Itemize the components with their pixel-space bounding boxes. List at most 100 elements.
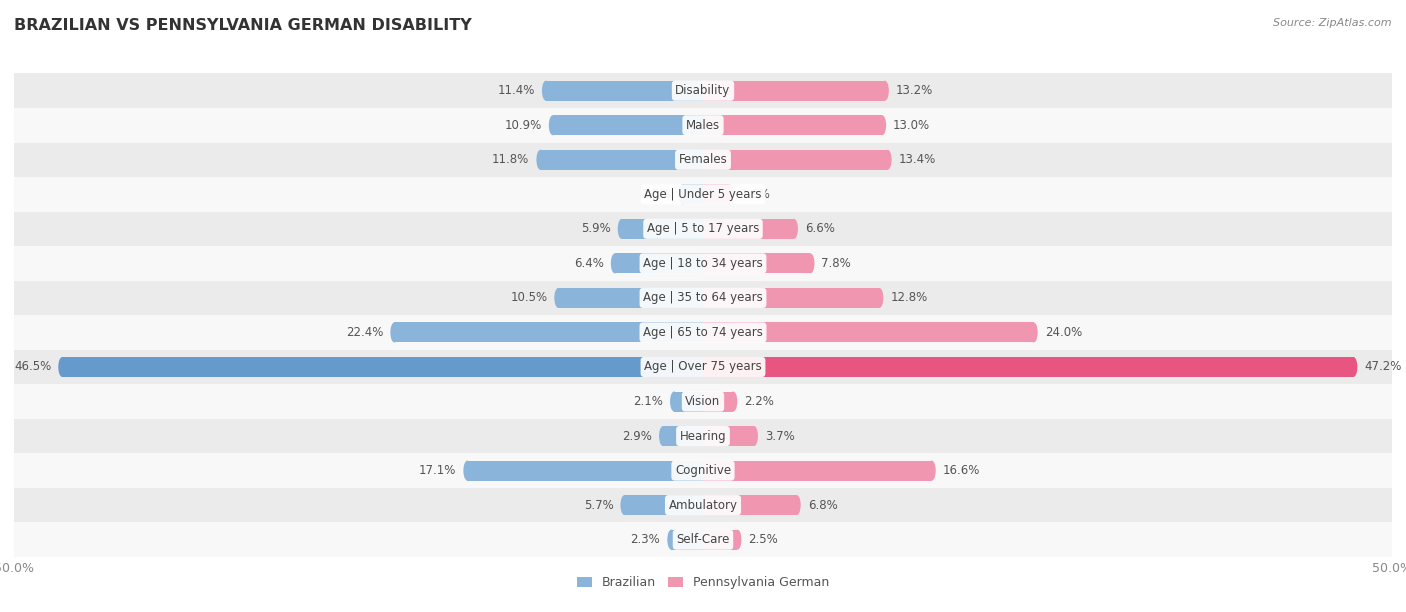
Bar [14,143,1392,177]
Text: 6.8%: 6.8% [807,499,838,512]
Text: Self-Care: Self-Care [676,533,730,546]
Circle shape [790,219,799,239]
Text: 13.4%: 13.4% [898,153,936,166]
Bar [14,315,1392,349]
Text: 24.0%: 24.0% [1045,326,1083,339]
Text: Age | Over 75 years: Age | Over 75 years [644,360,762,373]
Bar [682,184,703,204]
Text: 2.5%: 2.5% [748,533,778,546]
Circle shape [734,529,741,550]
Circle shape [749,426,758,446]
Circle shape [620,495,628,515]
Text: Males: Males [686,119,720,132]
Circle shape [464,461,471,480]
Text: 1.9%: 1.9% [740,188,770,201]
Bar [546,81,703,101]
Circle shape [391,323,398,343]
Bar [14,73,1392,108]
Bar [614,253,703,274]
Bar [703,253,810,274]
Bar [624,495,703,515]
Text: Hearing: Hearing [679,430,727,442]
Bar [703,461,932,480]
Bar [394,323,703,343]
Text: BRAZILIAN VS PENNSYLVANIA GERMAN DISABILITY: BRAZILIAN VS PENNSYLVANIA GERMAN DISABIL… [14,18,472,34]
Bar [703,357,1354,377]
Circle shape [548,115,557,135]
Text: 13.0%: 13.0% [893,119,931,132]
Circle shape [883,150,891,170]
Bar [14,281,1392,315]
Text: 11.8%: 11.8% [492,153,530,166]
Text: 1.5%: 1.5% [641,188,671,201]
Text: 2.1%: 2.1% [633,395,664,408]
Text: 5.9%: 5.9% [581,222,610,236]
Circle shape [793,495,800,515]
Bar [703,323,1033,343]
Bar [703,81,884,101]
Legend: Brazilian, Pennsylvania German: Brazilian, Pennsylvania German [572,571,834,594]
Bar [558,288,703,308]
Text: 5.7%: 5.7% [583,499,613,512]
Bar [14,488,1392,523]
Bar [703,115,882,135]
Bar [703,150,887,170]
Circle shape [730,392,737,411]
Text: 7.8%: 7.8% [821,257,851,270]
Bar [621,219,703,239]
Text: Disability: Disability [675,84,731,97]
Circle shape [879,115,886,135]
Bar [703,288,879,308]
Bar [703,219,794,239]
Circle shape [807,253,814,274]
Text: 3.7%: 3.7% [765,430,794,442]
Bar [703,495,797,515]
Bar [14,384,1392,419]
Text: 2.2%: 2.2% [744,395,775,408]
Text: Age | Under 5 years: Age | Under 5 years [644,188,762,201]
Text: 47.2%: 47.2% [1364,360,1402,373]
Circle shape [610,253,619,274]
Text: Age | 65 to 74 years: Age | 65 to 74 years [643,326,763,339]
Bar [540,150,703,170]
Circle shape [882,81,889,101]
Bar [14,108,1392,143]
Circle shape [58,357,66,377]
Text: Vision: Vision [685,395,721,408]
Bar [14,177,1392,212]
Text: 16.6%: 16.6% [943,464,980,477]
Circle shape [541,81,550,101]
Bar [14,246,1392,281]
Text: Ambulatory: Ambulatory [668,499,738,512]
Text: Age | 35 to 64 years: Age | 35 to 64 years [643,291,763,304]
Circle shape [668,529,675,550]
Text: Age | 18 to 34 years: Age | 18 to 34 years [643,257,763,270]
Text: 13.2%: 13.2% [896,84,934,97]
Text: 10.9%: 10.9% [505,119,541,132]
Circle shape [678,184,686,204]
Text: 11.4%: 11.4% [498,84,534,97]
Circle shape [537,150,544,170]
Text: 6.6%: 6.6% [806,222,835,236]
Text: 17.1%: 17.1% [419,464,457,477]
Bar [703,529,738,550]
Text: 10.5%: 10.5% [510,291,547,304]
Circle shape [1029,323,1038,343]
Bar [703,184,730,204]
Bar [14,453,1392,488]
Bar [14,349,1392,384]
Bar [62,357,703,377]
Text: Source: ZipAtlas.com: Source: ZipAtlas.com [1274,18,1392,28]
Text: 2.3%: 2.3% [630,533,661,546]
Circle shape [1350,357,1357,377]
Circle shape [659,426,666,446]
Text: 6.4%: 6.4% [574,257,603,270]
Bar [703,426,754,446]
Bar [14,523,1392,557]
Circle shape [671,392,678,411]
Circle shape [725,184,733,204]
Text: Females: Females [679,153,727,166]
Bar [14,419,1392,453]
Bar [703,392,734,411]
Circle shape [617,219,626,239]
